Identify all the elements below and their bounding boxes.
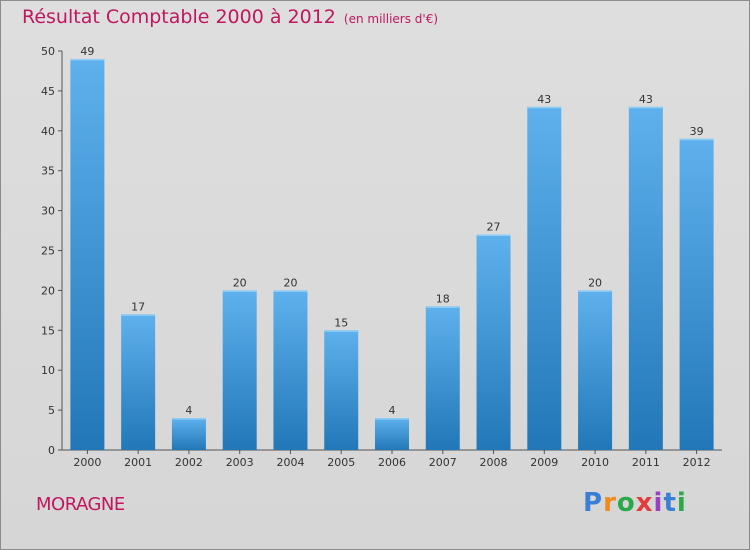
x-tick-label: 2007 <box>429 456 457 469</box>
logo-letter: o <box>616 488 636 518</box>
bar-top-highlight <box>324 330 359 332</box>
bar-top-highlight <box>628 106 663 109</box>
bar-value-label: 15 <box>334 316 348 329</box>
logo-letter: t <box>663 488 677 518</box>
chart-subtitle: (en milliers d'€) <box>343 12 439 26</box>
chart-labels: 49 2000 17 2001 4 2002 20 2003 20 2004 15 2005 4 2006… <box>73 45 710 469</box>
logo-letter: i <box>653 488 664 518</box>
bar-value-label: 43 <box>537 93 551 106</box>
y-tick-label: 30 <box>41 205 55 218</box>
bar-top-highlight <box>527 106 562 109</box>
x-tick-label: 2003 <box>226 456 254 469</box>
bar <box>628 106 663 451</box>
bar-top-highlight <box>273 290 308 292</box>
bar-value-label: 4 <box>389 404 396 417</box>
y-tick-label: 45 <box>41 85 55 98</box>
bar-value-label: 27 <box>487 221 501 234</box>
bar <box>324 330 359 450</box>
bar <box>375 418 409 450</box>
y-tick-label: 15 <box>41 324 55 337</box>
bar-value-label: 17 <box>131 300 145 313</box>
bar-value-label: 20 <box>588 276 602 289</box>
y-tick-label: 50 <box>41 45 55 58</box>
y-tick-label: 25 <box>41 245 55 258</box>
bar-top-highlight <box>476 234 511 237</box>
x-tick-label: 2004 <box>276 456 304 469</box>
x-tick-label: 2009 <box>530 456 558 469</box>
logo-letter: P <box>583 488 604 518</box>
x-tick-label: 2002 <box>175 456 203 469</box>
y-tick-label: 35 <box>41 165 55 178</box>
bar-top-highlight <box>222 290 257 292</box>
bar-value-label: 20 <box>233 276 247 289</box>
logo-letter: x <box>635 488 654 518</box>
bar-value-label: 20 <box>283 276 297 289</box>
y-tick-label: 40 <box>41 125 55 138</box>
bar-top-highlight <box>171 418 206 420</box>
bar <box>476 234 511 450</box>
logo-letter: i <box>676 488 687 518</box>
bar <box>70 58 105 450</box>
bar-top-highlight <box>679 138 714 141</box>
x-tick-label: 2011 <box>632 456 660 469</box>
y-tick-label: 0 <box>48 444 55 457</box>
x-tick-label: 2001 <box>124 456 152 469</box>
bar <box>273 290 308 450</box>
bar <box>121 314 156 450</box>
bar-value-label: 43 <box>639 93 653 106</box>
chart-bars <box>70 58 714 451</box>
x-tick-label: 2005 <box>327 456 355 469</box>
x-tick-label: 2000 <box>73 456 101 469</box>
bar-value-label: 39 <box>690 125 704 138</box>
bar-top-highlight <box>578 290 613 292</box>
chart-title-text: Résultat Comptable 2000 à 2012 <box>22 6 336 28</box>
proxiti-logo: Proxiti <box>583 488 687 518</box>
bar-top-highlight <box>375 418 409 420</box>
bar <box>222 290 257 450</box>
commune-name: MORAGNE <box>36 494 125 515</box>
bar-value-label: 49 <box>80 45 94 58</box>
y-tick-label: 5 <box>48 404 55 417</box>
bar-value-label: 4 <box>185 404 192 417</box>
y-tick-label: 10 <box>41 364 55 377</box>
bar-top-highlight <box>121 314 156 316</box>
chart-title: Résultat Comptable 2000 à 2012 (en millie… <box>22 6 438 28</box>
y-tick-label: 20 <box>41 284 55 297</box>
x-tick-label: 2010 <box>581 456 609 469</box>
x-tick-label: 2006 <box>378 456 406 469</box>
bar <box>578 290 613 450</box>
bar-top-highlight <box>70 58 105 61</box>
logo-letter: r <box>603 488 617 518</box>
bar <box>171 418 206 450</box>
bar <box>527 106 562 451</box>
bar <box>425 306 460 450</box>
x-tick-label: 2012 <box>683 456 711 469</box>
bar-value-label: 18 <box>436 292 450 305</box>
bar <box>679 138 714 450</box>
x-tick-label: 2008 <box>480 456 508 469</box>
bar-top-highlight <box>425 306 460 308</box>
